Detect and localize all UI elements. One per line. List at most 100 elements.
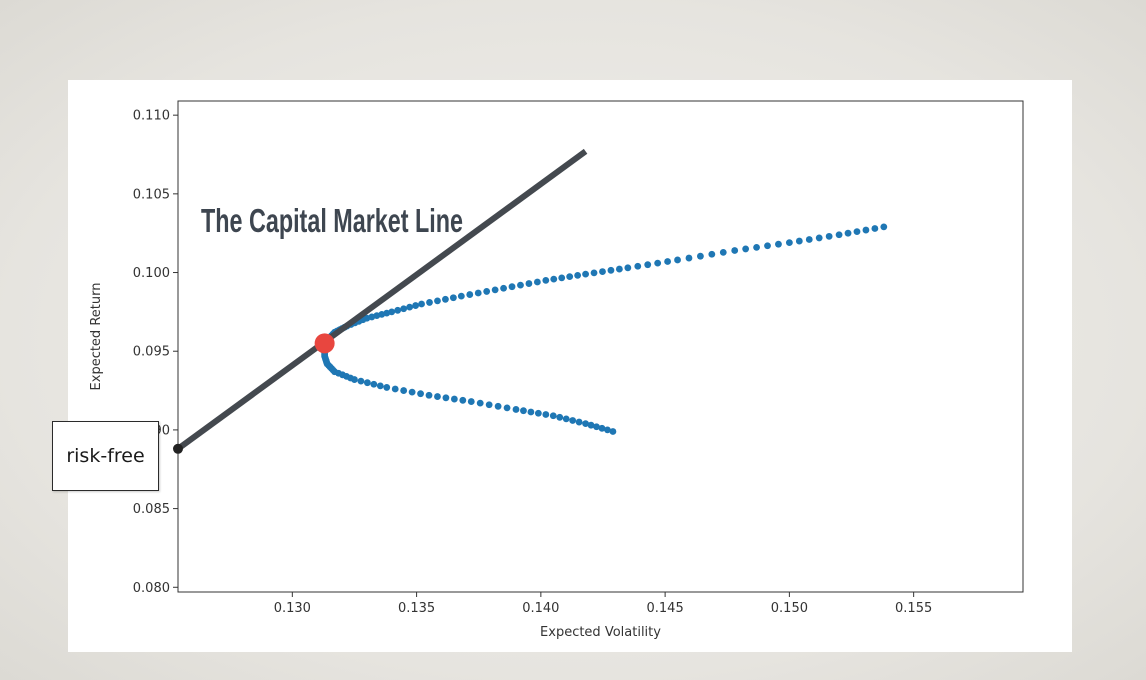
frontier-point (609, 428, 617, 435)
frontier-point (517, 281, 524, 289)
frontier-point (719, 248, 727, 256)
frontier-point (442, 295, 449, 303)
frontier-point (503, 404, 511, 412)
frontier-point (351, 376, 358, 383)
y-tick-label: 0.080 (133, 581, 170, 596)
frontier-point (383, 384, 391, 391)
frontier-point (408, 388, 416, 396)
y-tick-label: 0.100 (133, 266, 170, 281)
frontier-point (731, 247, 739, 254)
x-tick-label: 0.135 (398, 601, 435, 616)
frontier-point (805, 236, 813, 243)
frontier-point (795, 237, 803, 245)
frontier-point (457, 292, 465, 300)
frontier-point (442, 394, 450, 402)
frontier-point (835, 231, 843, 239)
frontier-point (533, 278, 541, 286)
frontier-point (494, 402, 502, 410)
frontier-point (575, 418, 583, 426)
frontier-point (615, 265, 623, 273)
frontier-point (607, 266, 615, 274)
frontier-point (485, 401, 493, 409)
frontier-point (417, 390, 424, 398)
x-tick-label: 0.145 (647, 601, 684, 616)
x-tick-label: 0.140 (522, 601, 559, 616)
frontier-point (491, 286, 499, 294)
frontier-point (764, 242, 771, 250)
frontier-point (450, 395, 458, 403)
capital-market-line-chart: 0.130 0.135 0.140 0.145 0.150 0.155 0.080 0.085… (89, 100, 1024, 640)
frontier-point (598, 424, 606, 432)
frontier-point (549, 412, 557, 420)
frontier-point (426, 299, 433, 306)
frontier-point (391, 385, 399, 393)
frontier-point (644, 261, 652, 269)
frontier-point (508, 283, 516, 291)
frontier-point (880, 223, 888, 231)
y-tick-label: 0.105 (133, 187, 170, 202)
frontier-point (394, 306, 402, 314)
frontier-point (574, 271, 582, 279)
frontier-point (654, 259, 662, 267)
frontier-point (558, 274, 566, 282)
frontier-point (742, 245, 750, 253)
frontier-point (412, 302, 419, 309)
frontier-point (388, 308, 396, 316)
figure-panel: 0.130 0.135 0.140 0.145 0.150 0.155 0.080 0.085… (68, 80, 1072, 652)
frontier-point (664, 258, 672, 265)
frontier-point (425, 391, 433, 399)
frontier-point (844, 229, 852, 237)
frontier-point (406, 303, 414, 311)
frontier-point (376, 382, 384, 390)
frontier-point (357, 377, 365, 385)
frontier-point (525, 280, 533, 287)
frontier-point (550, 275, 558, 283)
frontier-point (582, 270, 589, 278)
frontier-point (527, 408, 535, 416)
frontier-point (370, 380, 378, 388)
frontier-point (476, 399, 484, 407)
frontier-point (593, 423, 600, 431)
frontier-point (753, 243, 760, 251)
frontier-point (449, 294, 457, 302)
frontier-point (697, 252, 704, 260)
frontier-point (634, 262, 642, 270)
frontier-point (590, 269, 598, 277)
frontier-point (624, 264, 632, 272)
tangency-portfolio-marker (314, 333, 335, 354)
frontier-point (674, 256, 681, 264)
x-tick-label: 0.130 (274, 601, 311, 616)
y-axis-label: Expected Return (89, 283, 104, 391)
frontier-point (418, 300, 425, 308)
frontier-point (466, 291, 474, 298)
y-tick-label: 0.110 (133, 109, 170, 124)
x-axis-label: Expected Volatility (540, 625, 661, 640)
frontier-point (542, 411, 550, 418)
frontier-point (467, 398, 475, 405)
chart-annotation-title: The Capital Market Line (201, 202, 463, 239)
capital-market-line (176, 148, 588, 452)
frontier-point (871, 225, 879, 232)
frontier-point (582, 420, 589, 428)
frontier-point (459, 396, 467, 404)
y-tick-label: 0.095 (133, 345, 170, 360)
frontier-point (562, 415, 570, 423)
frontier-point (483, 288, 491, 295)
frontier-point (542, 277, 550, 284)
frontier-point (604, 426, 611, 434)
y-tick-label: 0.085 (133, 502, 170, 517)
efficient-frontier-series (321, 223, 888, 435)
frontier-point (569, 417, 577, 424)
x-tick-label: 0.150 (771, 601, 808, 616)
frontier-point (474, 289, 482, 297)
risk-free-point-marker (173, 443, 183, 454)
frontier-point (512, 406, 520, 413)
frontier-point (566, 273, 574, 281)
frontier-point (825, 232, 833, 240)
frontier-point (556, 413, 564, 421)
risk-free-callout: risk-free (52, 421, 159, 491)
frontier-point (534, 409, 542, 417)
frontier-point (587, 421, 595, 429)
frontier-point (853, 228, 861, 236)
frontier-point (363, 379, 371, 387)
